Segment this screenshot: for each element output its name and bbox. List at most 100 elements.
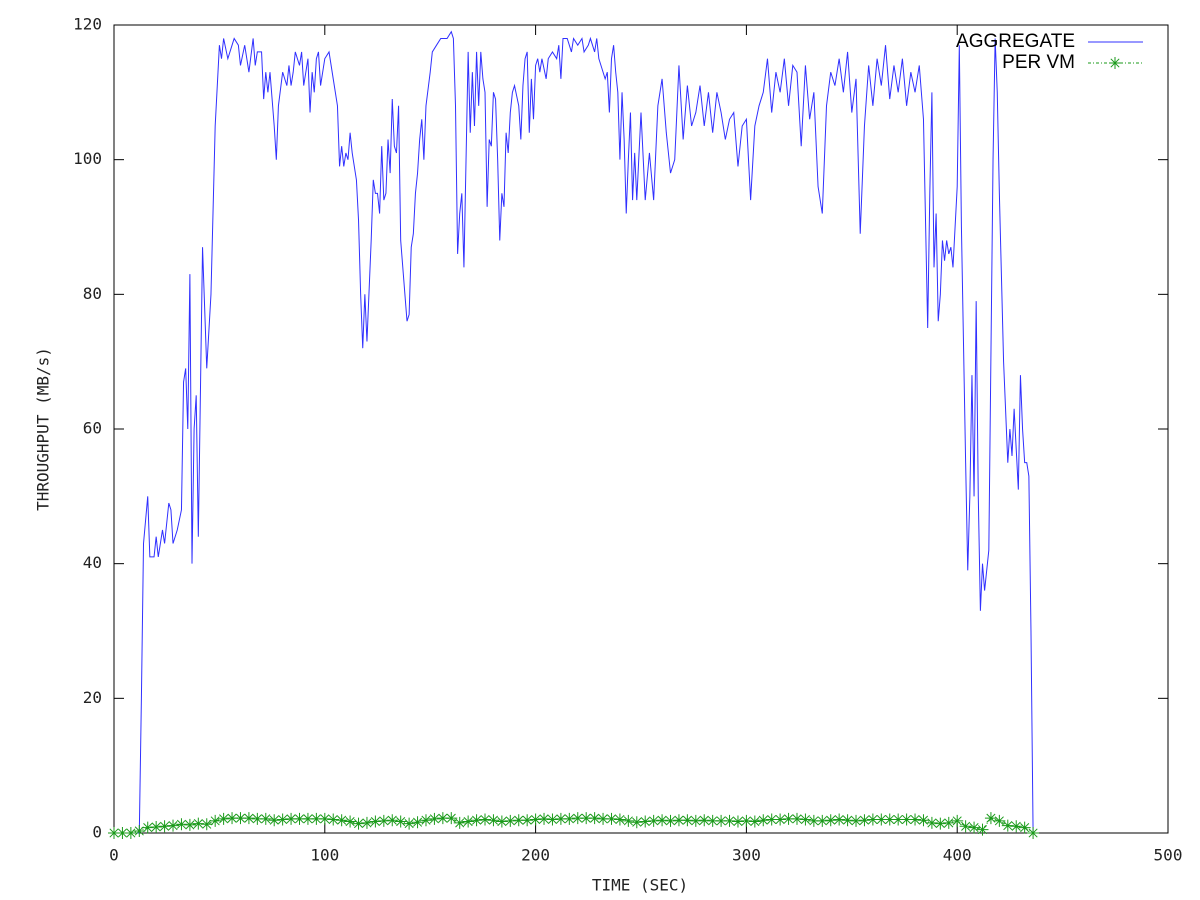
marker: [183, 818, 196, 831]
legend-label: AGGREGATE: [956, 31, 1075, 52]
marker: [925, 816, 938, 829]
marker: [824, 814, 837, 827]
marker: [150, 820, 163, 833]
marker: [268, 814, 281, 827]
marker: [630, 816, 643, 829]
marker: [394, 815, 407, 828]
marker: [335, 814, 348, 827]
marker: [487, 814, 500, 827]
y-tick-label: 0: [92, 823, 102, 842]
marker: [892, 813, 905, 826]
y-tick-label: 100: [73, 149, 102, 168]
marker: [580, 812, 593, 825]
marker: [108, 827, 120, 839]
x-tick-label: 300: [732, 846, 761, 865]
marker: [234, 812, 247, 825]
marker: [462, 815, 475, 828]
marker: [976, 823, 989, 836]
marker: [512, 814, 525, 827]
marker: [613, 813, 626, 826]
marker: [622, 814, 635, 827]
marker: [959, 820, 972, 833]
marker: [605, 812, 618, 825]
marker: [344, 815, 357, 828]
marker: [942, 816, 955, 829]
marker: [411, 816, 424, 829]
marker: [681, 814, 694, 827]
marker: [850, 814, 863, 827]
marker: [706, 814, 719, 827]
x-tick-label: 0: [109, 846, 119, 865]
marker: [951, 814, 964, 827]
marker: [900, 813, 913, 826]
marker: [158, 820, 171, 833]
marker: [251, 812, 264, 825]
x-tick-label: 400: [943, 846, 972, 865]
marker: [866, 813, 879, 826]
marker: [875, 813, 888, 826]
marker: [731, 815, 744, 828]
marker: [327, 813, 340, 826]
marker: [453, 816, 466, 829]
marker: [141, 821, 154, 834]
marker: [259, 812, 272, 825]
marker: [765, 813, 778, 826]
marker: [917, 814, 930, 827]
marker: [133, 824, 146, 837]
marker: [175, 818, 188, 831]
marker: [816, 814, 829, 827]
x-axis-label: TIME (SEC): [592, 876, 688, 895]
legend-label: PER VM: [1002, 52, 1075, 73]
y-axis-label: THROUGHPUT (MB/s): [34, 347, 53, 511]
x-tick-label: 500: [1154, 846, 1183, 865]
marker: [993, 814, 1006, 827]
marker: [386, 814, 399, 827]
marker: [285, 812, 298, 825]
y-tick-label: 20: [83, 688, 102, 707]
marker: [217, 812, 230, 825]
marker: [403, 817, 416, 830]
marker: [310, 812, 323, 825]
y-tick-label: 120: [73, 15, 102, 34]
marker: [428, 812, 441, 825]
marker: [597, 812, 610, 825]
marker: [538, 812, 551, 825]
marker: [723, 814, 736, 827]
marker: [740, 814, 753, 827]
marker: [116, 827, 129, 839]
y-tick-label: 60: [83, 419, 102, 438]
marker: [968, 821, 981, 834]
marker: [192, 817, 205, 830]
marker: [656, 814, 669, 827]
y-tick-label: 40: [83, 553, 102, 572]
marker: [799, 813, 812, 826]
marker: [1010, 820, 1023, 833]
marker: [841, 814, 854, 827]
marker: [689, 814, 702, 827]
marker: [774, 813, 787, 826]
x-tick-label: 100: [310, 846, 339, 865]
marker: [209, 814, 222, 827]
marker: [1018, 821, 1031, 834]
y-tick-label: 80: [83, 284, 102, 303]
marker: [757, 814, 770, 827]
marker: [352, 817, 365, 830]
marker: [276, 813, 289, 826]
marker: [807, 814, 820, 827]
marker: [790, 812, 803, 825]
marker: [167, 819, 180, 832]
marker: [639, 815, 652, 828]
marker: [1001, 819, 1014, 832]
marker: [571, 812, 584, 825]
marker: [883, 813, 896, 826]
marker: [698, 814, 711, 827]
marker: [377, 814, 390, 827]
marker: [748, 815, 761, 828]
marker: [1027, 827, 1040, 839]
marker: [715, 814, 728, 827]
marker: [529, 813, 542, 826]
x-tick-label: 200: [521, 846, 550, 865]
marker: [293, 812, 306, 825]
